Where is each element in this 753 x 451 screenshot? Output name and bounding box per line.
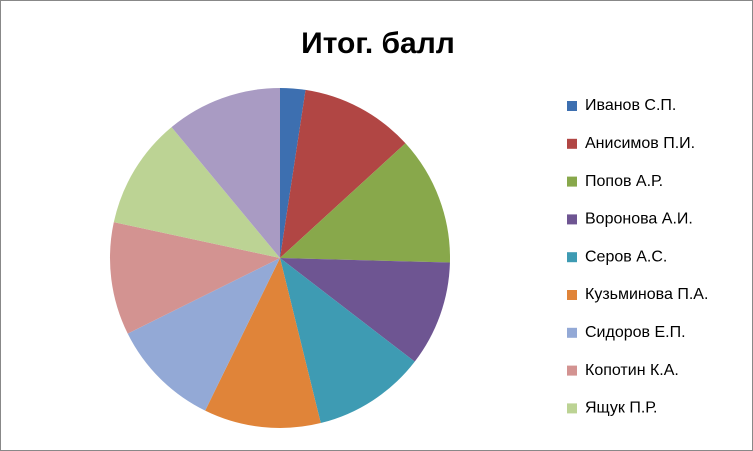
legend-swatch	[567, 214, 577, 225]
chart-title: Итог. балл	[301, 27, 455, 60]
pie-slice	[110, 222, 280, 334]
legend-swatch	[567, 138, 577, 149]
legend-label: Кузьминова П.А.	[585, 286, 708, 303]
pie-slice	[280, 89, 406, 258]
pie-slice	[280, 258, 450, 362]
pie-slice	[205, 258, 321, 428]
legend-swatch	[567, 290, 577, 300]
pie-slice	[171, 88, 280, 258]
legend-label: Копотин К.А.	[585, 362, 679, 379]
legend-label: Серов А.С.	[585, 248, 667, 265]
legend-label: Иванов С.П.	[585, 97, 676, 114]
pie-slice	[280, 88, 306, 258]
legend-swatch	[567, 327, 577, 338]
legend-label: Попов А.Р.	[585, 173, 663, 190]
legend-swatch	[567, 176, 577, 187]
legend-label: Сидоров Е.П.	[585, 324, 686, 341]
pie-slice	[113, 127, 280, 258]
legend-label: Воронова А.И.	[585, 211, 693, 228]
pie-slice	[280, 143, 450, 263]
legend-label: Анисимов П.И.	[585, 135, 695, 152]
legend-swatch	[567, 101, 577, 111]
legend-swatch	[567, 403, 577, 414]
legend-label: Ящук П.Р.	[585, 400, 657, 417]
pie-slice	[127, 258, 280, 411]
pie-slice	[280, 258, 415, 424]
legend-swatch	[567, 252, 577, 263]
legend-swatch	[567, 365, 577, 376]
